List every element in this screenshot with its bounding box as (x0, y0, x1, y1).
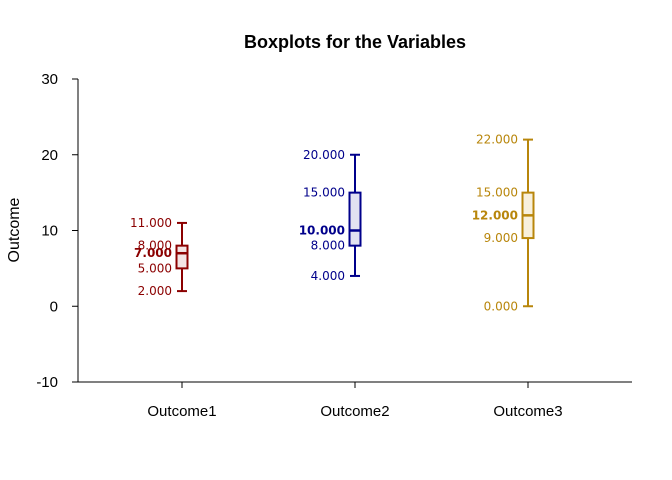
y-tick-label: 20 (41, 147, 58, 164)
y-tick-label: 30 (41, 71, 58, 88)
y-ticks: -10 0 10 20 30 (36, 71, 78, 391)
y-tick-label: 10 (41, 223, 58, 240)
median-value-label: 10.000 (299, 224, 345, 238)
x-tick-label: Outcome1 (147, 403, 216, 420)
median-value-label: 7.000 (134, 246, 172, 260)
q3-value-label: 8.000 (138, 239, 172, 253)
q3-value-label: 15.000 (303, 186, 345, 200)
min-value-label: 0.000 (484, 299, 518, 313)
q1-value-label: 8.000 (311, 239, 345, 253)
min-value-label: 2.000 (138, 284, 172, 298)
q1-value-label: 5.000 (138, 261, 172, 275)
max-value-label: 22.000 (476, 133, 518, 147)
min-value-label: 4.000 (311, 269, 345, 283)
median-value-label: 12.000 (472, 208, 518, 222)
q1-value-label: 9.000 (484, 231, 518, 245)
y-axis-label: Outcome (6, 197, 23, 262)
max-value-label: 11.000 (130, 216, 172, 230)
x-tick-label: Outcome3 (493, 403, 562, 420)
x-tick-label: Outcome2 (320, 403, 389, 420)
q3-value-label: 15.000 (476, 186, 518, 200)
y-tick-label: -10 (36, 374, 58, 391)
chart-title: Boxplots for the Variables (244, 32, 466, 52)
iqr-box (175, 244, 189, 270)
max-value-label: 20.000 (303, 148, 345, 162)
boxplot-outcome3: Outcome3 22.000 15.000 12.000 9.000 0.000 (472, 133, 563, 420)
iqr-box (348, 191, 362, 247)
boxes: Outcome111.0008.0007.0005.0002.000Outcom… (130, 133, 563, 420)
y-tick-label: 0 (50, 298, 58, 315)
